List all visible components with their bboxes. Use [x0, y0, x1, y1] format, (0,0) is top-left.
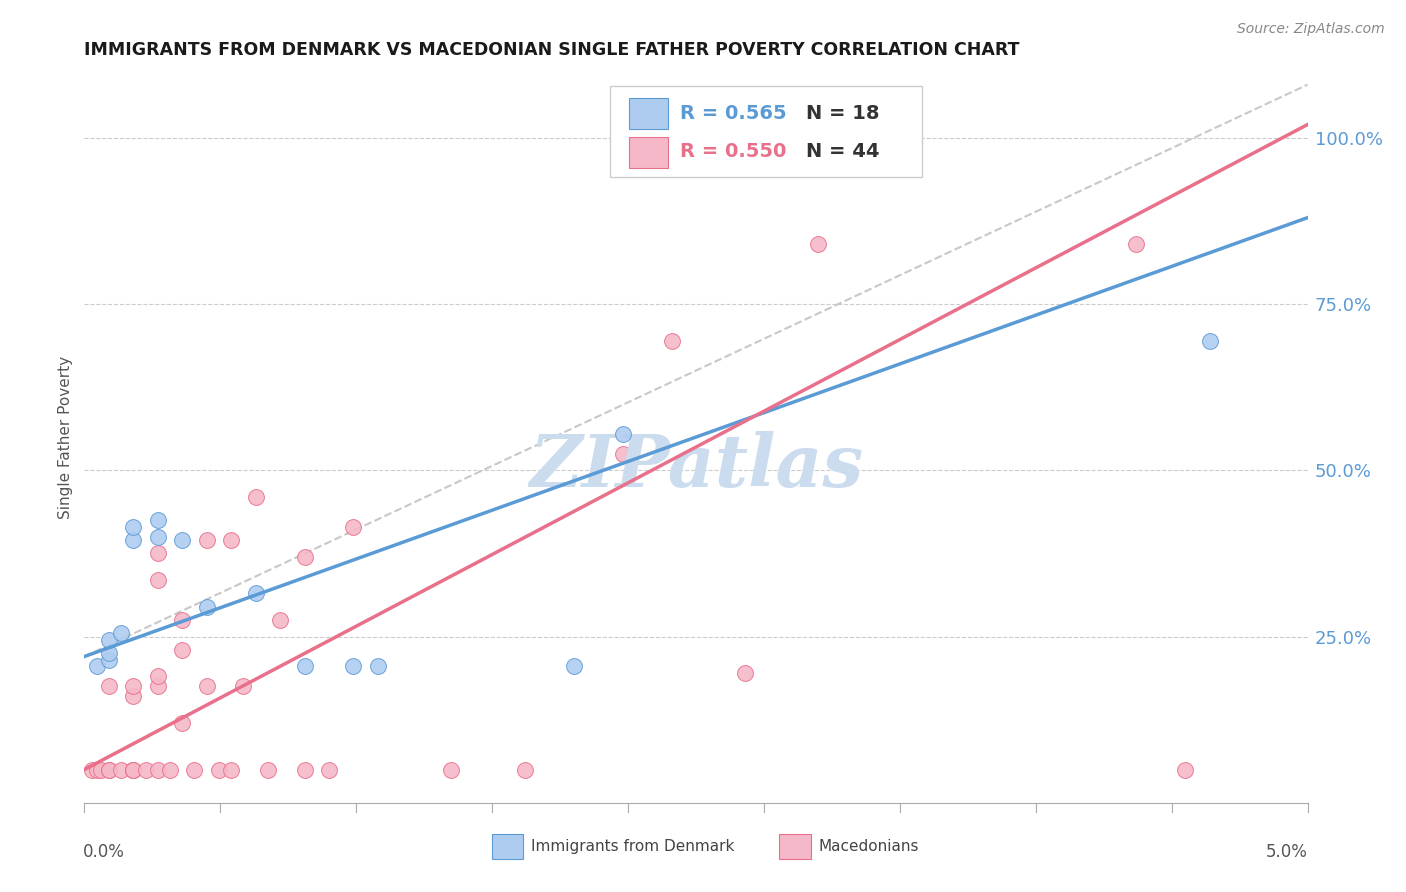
Point — [513, 763, 536, 777]
Text: 5.0%: 5.0% — [1265, 843, 1308, 861]
Point — [135, 763, 157, 777]
Point — [257, 763, 280, 777]
Point — [172, 716, 194, 731]
Text: Macedonians: Macedonians — [818, 839, 918, 855]
Point — [661, 334, 683, 348]
Point — [195, 680, 218, 694]
Point — [146, 546, 169, 560]
Point — [1198, 334, 1220, 348]
Point — [146, 530, 169, 544]
Point — [1125, 237, 1147, 252]
Point — [122, 690, 145, 704]
Point — [245, 490, 267, 504]
Text: Source: ZipAtlas.com: Source: ZipAtlas.com — [1237, 22, 1385, 37]
FancyBboxPatch shape — [610, 86, 922, 178]
Point — [146, 763, 169, 777]
Point — [219, 533, 242, 548]
Point — [195, 599, 218, 614]
Point — [122, 763, 145, 777]
Point — [367, 659, 389, 673]
Point — [97, 646, 120, 660]
Point — [245, 586, 267, 600]
Point — [146, 680, 169, 694]
Text: IMMIGRANTS FROM DENMARK VS MACEDONIAN SINGLE FATHER POVERTY CORRELATION CHART: IMMIGRANTS FROM DENMARK VS MACEDONIAN SI… — [84, 41, 1019, 59]
Point — [97, 653, 120, 667]
Point — [440, 763, 463, 777]
Point — [208, 763, 231, 777]
Point — [97, 680, 120, 694]
Point — [122, 520, 145, 534]
Point — [122, 680, 145, 694]
Point — [86, 659, 108, 673]
Point — [97, 763, 120, 777]
Point — [110, 626, 132, 640]
Point — [172, 613, 194, 627]
Point — [294, 763, 316, 777]
Point — [342, 520, 364, 534]
Point — [122, 763, 145, 777]
Point — [1174, 763, 1197, 777]
Text: N = 44: N = 44 — [806, 143, 880, 161]
Point — [318, 763, 340, 777]
Point — [195, 533, 218, 548]
Point — [294, 659, 316, 673]
Point — [90, 763, 112, 777]
Point — [612, 426, 634, 441]
Point — [80, 763, 103, 777]
Text: ZIPatlas: ZIPatlas — [529, 431, 863, 502]
FancyBboxPatch shape — [628, 137, 668, 168]
Point — [122, 533, 145, 548]
Text: N = 18: N = 18 — [806, 104, 880, 123]
Point — [232, 680, 254, 694]
FancyBboxPatch shape — [492, 834, 523, 859]
Point — [86, 763, 108, 777]
Point — [294, 549, 316, 564]
Point — [562, 659, 585, 673]
Point — [122, 763, 145, 777]
Text: R = 0.550: R = 0.550 — [681, 143, 786, 161]
Point — [734, 666, 756, 681]
Point — [612, 447, 634, 461]
FancyBboxPatch shape — [779, 834, 811, 859]
Point — [146, 513, 169, 527]
Point — [146, 573, 169, 587]
Point — [159, 763, 181, 777]
Point — [110, 763, 132, 777]
FancyBboxPatch shape — [628, 98, 668, 129]
Text: Immigrants from Denmark: Immigrants from Denmark — [531, 839, 734, 855]
Point — [342, 659, 364, 673]
Text: 0.0%: 0.0% — [83, 843, 125, 861]
Point — [172, 643, 194, 657]
Text: R = 0.565: R = 0.565 — [681, 104, 787, 123]
Point — [97, 763, 120, 777]
Y-axis label: Single Father Poverty: Single Father Poverty — [58, 356, 73, 518]
Point — [146, 669, 169, 683]
Point — [172, 533, 194, 548]
Point — [219, 763, 242, 777]
Point — [807, 237, 830, 252]
Point — [97, 632, 120, 647]
Point — [269, 613, 291, 627]
Point — [183, 763, 205, 777]
